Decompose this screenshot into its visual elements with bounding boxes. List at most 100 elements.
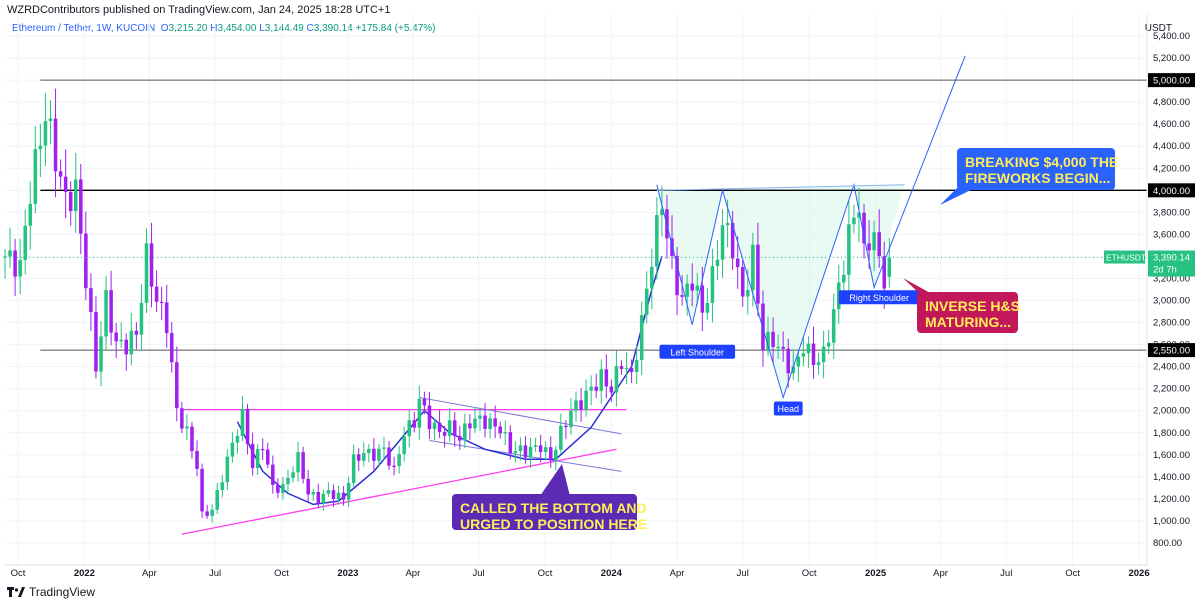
candle — [205, 511, 209, 516]
callout-top-line: FIREWORKS BEGIN... — [965, 170, 1110, 186]
pattern-overlay — [656, 55, 966, 400]
candle — [584, 390, 588, 410]
candle — [225, 456, 230, 483]
candle — [559, 425, 563, 450]
candle — [554, 449, 558, 461]
x-tick-label: 2022 — [74, 568, 95, 579]
high-value: 3,454.00 — [217, 23, 257, 34]
annotations: Left Shoulder Head Right Shoulder BREAKING … — [452, 148, 1118, 532]
currency-unit: USDT — [1144, 23, 1172, 34]
x-tick-label: Oct — [802, 568, 817, 579]
brand-name: TradingView — [29, 585, 96, 599]
candle — [806, 343, 811, 354]
candle — [690, 283, 694, 291]
low-value: 3,144.49 — [264, 23, 304, 34]
symbol-legend: Ethereum / Tether, 1W, KUCOIN O3,215.20 … — [12, 23, 436, 34]
y-tick-label: 3,200.00 — [1153, 273, 1190, 284]
candle — [432, 422, 437, 430]
candle — [725, 222, 730, 226]
candle — [751, 244, 755, 290]
candle — [796, 356, 801, 367]
open-label: O — [160, 23, 169, 34]
head-label-bg — [773, 401, 803, 416]
candle — [766, 331, 770, 351]
grid — [5, 14, 1147, 565]
y-tick-label: 2,200.00 — [1153, 384, 1190, 395]
y-tick-label: 800.00 — [1153, 538, 1182, 549]
candle — [842, 274, 846, 283]
candle — [756, 244, 760, 304]
callout-top-line: BREAKING $4,000 THE — [965, 154, 1118, 170]
y-tick-label: 1,000.00 — [1153, 516, 1190, 527]
publish-line: WZRDContributors published on TradingVie… — [7, 4, 391, 16]
candle — [867, 243, 871, 251]
candle — [498, 426, 502, 434]
candle — [28, 203, 33, 226]
candle — [594, 386, 598, 391]
candle — [771, 331, 775, 347]
candle — [705, 302, 710, 313]
brand: TradingView — [7, 585, 95, 599]
callout-right-line: MATURING... — [925, 314, 1011, 330]
x-tick-label: 2024 — [601, 568, 623, 579]
high-label: H — [210, 23, 218, 34]
callout-bottom-tail — [540, 464, 570, 496]
candle — [503, 432, 508, 434]
candle — [599, 369, 604, 391]
candle — [351, 454, 356, 483]
left-shoulder-label-bg — [659, 344, 736, 359]
x-tick-label: Oct — [538, 568, 553, 579]
candle — [185, 426, 189, 429]
candle — [109, 290, 113, 333]
candle — [569, 410, 573, 428]
candle — [230, 442, 235, 457]
candle — [533, 445, 538, 447]
candle — [169, 333, 174, 363]
candle — [407, 420, 412, 437]
candle — [604, 369, 609, 387]
candle — [442, 431, 447, 436]
candle — [265, 449, 270, 465]
candle — [104, 290, 108, 337]
candle — [190, 426, 194, 452]
candle — [720, 225, 725, 260]
x-tick-label: Jul — [737, 568, 749, 579]
y-tick-label: 1,800.00 — [1153, 428, 1190, 439]
candle — [781, 346, 785, 349]
level-tag-bg — [1148, 183, 1195, 198]
left-shoulder-label: Left Shoulder — [671, 347, 725, 357]
x-tick-label: 2026 — [1128, 568, 1149, 579]
y-tick-label: 2,800.00 — [1153, 318, 1190, 329]
candle — [180, 408, 184, 429]
candle — [331, 490, 336, 500]
callout-top-bg — [957, 148, 1115, 190]
candle — [397, 454, 401, 467]
candle — [589, 386, 593, 391]
level-tag-bg — [1148, 73, 1195, 88]
candle — [463, 423, 467, 441]
x-tick-label: Oct — [274, 568, 289, 579]
candle — [195, 451, 199, 469]
candle — [306, 478, 310, 495]
candle — [114, 332, 118, 342]
x-tick-label: Oct — [1065, 568, 1080, 579]
candle — [518, 445, 523, 452]
head-label: Head — [777, 404, 799, 414]
candle — [175, 362, 179, 409]
candle — [38, 145, 43, 150]
candle — [488, 418, 492, 429]
candle — [660, 209, 664, 216]
support-line — [181, 448, 617, 535]
candle — [685, 283, 689, 297]
candle — [811, 343, 816, 366]
candle — [200, 468, 204, 512]
candle — [63, 176, 68, 192]
trend-lines — [181, 256, 663, 535]
candle — [816, 362, 821, 366]
x-tick-label: 2025 — [865, 568, 887, 579]
x-tick-label: Apr — [405, 568, 420, 579]
candle — [260, 448, 265, 451]
candle — [548, 447, 553, 461]
channel-line — [419, 397, 622, 435]
